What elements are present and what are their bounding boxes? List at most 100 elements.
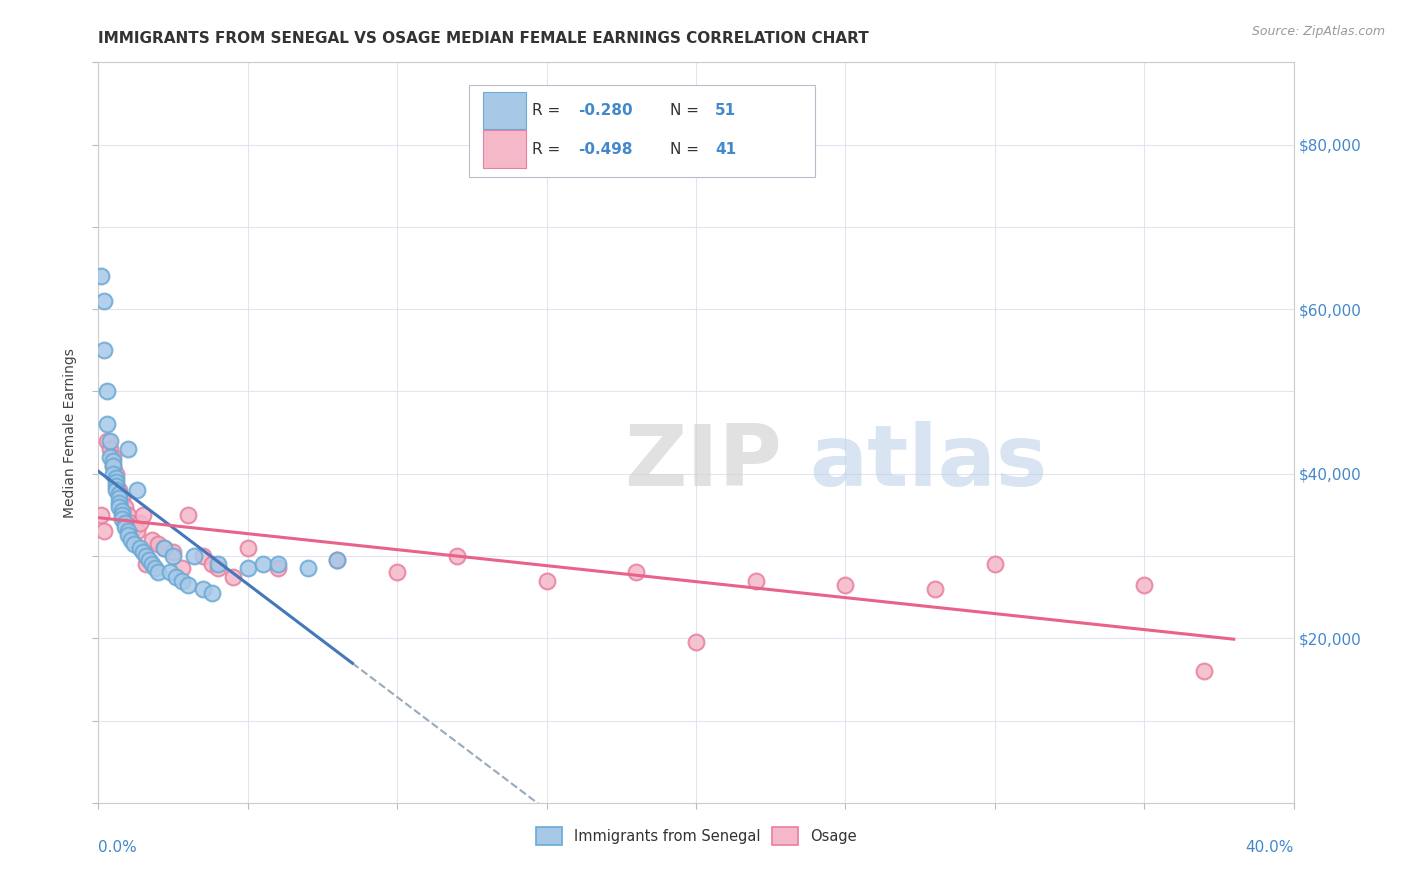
- Osage: [172, 561, 194, 575]
- Osage: [90, 508, 112, 522]
- Osage: [141, 533, 163, 547]
- Immigrants from Senegal: [129, 541, 152, 555]
- Osage: [1133, 578, 1156, 592]
- Osage: [745, 574, 768, 588]
- Text: -0.498: -0.498: [578, 142, 633, 157]
- Osage: [98, 442, 122, 456]
- Osage: [103, 458, 125, 473]
- Text: R =: R =: [533, 142, 565, 157]
- Immigrants from Senegal: [138, 553, 160, 567]
- Osage: [162, 545, 184, 559]
- Immigrants from Senegal: [177, 578, 200, 592]
- Osage: [111, 491, 134, 506]
- Osage: [222, 569, 245, 583]
- Osage: [326, 553, 349, 567]
- Immigrants from Senegal: [236, 561, 259, 575]
- Immigrants from Senegal: [165, 569, 187, 583]
- Text: 51: 51: [716, 103, 737, 118]
- Immigrants from Senegal: [162, 549, 184, 563]
- Osage: [135, 558, 157, 572]
- Osage: [120, 516, 142, 530]
- Osage: [924, 582, 946, 596]
- Text: atlas: atlas: [810, 421, 1047, 504]
- Immigrants from Senegal: [111, 504, 134, 518]
- Immigrants from Senegal: [105, 471, 128, 485]
- Osage: [536, 574, 558, 588]
- Osage: [1192, 664, 1215, 678]
- Immigrants from Senegal: [111, 508, 134, 522]
- Immigrants from Senegal: [105, 475, 128, 489]
- Immigrants from Senegal: [98, 450, 122, 465]
- Osage: [117, 508, 139, 522]
- Immigrants from Senegal: [111, 512, 134, 526]
- Immigrants from Senegal: [103, 454, 125, 468]
- Osage: [385, 566, 409, 580]
- Osage: [685, 635, 707, 649]
- Immigrants from Senegal: [124, 536, 146, 550]
- Osage: [191, 549, 214, 563]
- Immigrants from Senegal: [183, 549, 205, 563]
- Text: 41: 41: [716, 142, 737, 157]
- Osage: [177, 508, 200, 522]
- Y-axis label: Median Female Earnings: Median Female Earnings: [63, 348, 77, 517]
- Text: Source: ZipAtlas.com: Source: ZipAtlas.com: [1251, 25, 1385, 38]
- Text: 0.0%: 0.0%: [98, 840, 138, 855]
- Immigrants from Senegal: [93, 293, 115, 308]
- Osage: [207, 561, 229, 575]
- Immigrants from Senegal: [267, 558, 290, 572]
- Immigrants from Senegal: [132, 545, 155, 559]
- Immigrants from Senegal: [117, 524, 139, 539]
- Immigrants from Senegal: [98, 434, 122, 448]
- Immigrants from Senegal: [297, 561, 319, 575]
- Text: -0.280: -0.280: [578, 103, 633, 118]
- Osage: [105, 467, 128, 481]
- Immigrants from Senegal: [148, 566, 170, 580]
- Text: IMMIGRANTS FROM SENEGAL VS OSAGE MEDIAN FEMALE EARNINGS CORRELATION CHART: IMMIGRANTS FROM SENEGAL VS OSAGE MEDIAN …: [98, 31, 869, 46]
- Immigrants from Senegal: [90, 269, 112, 284]
- Immigrants from Senegal: [108, 487, 131, 501]
- Osage: [626, 566, 648, 580]
- Osage: [129, 516, 152, 530]
- Immigrants from Senegal: [252, 558, 274, 572]
- Immigrants from Senegal: [108, 491, 131, 506]
- Osage: [127, 524, 149, 539]
- Text: N =: N =: [669, 142, 703, 157]
- Text: 40.0%: 40.0%: [1246, 840, 1294, 855]
- Osage: [267, 561, 290, 575]
- Immigrants from Senegal: [141, 558, 163, 572]
- Text: ZIP: ZIP: [624, 421, 782, 504]
- FancyBboxPatch shape: [484, 92, 526, 129]
- Osage: [124, 520, 146, 534]
- Osage: [446, 549, 468, 563]
- Immigrants from Senegal: [120, 533, 142, 547]
- Immigrants from Senegal: [143, 561, 166, 575]
- Osage: [236, 541, 259, 555]
- Immigrants from Senegal: [105, 479, 128, 493]
- Immigrants from Senegal: [105, 483, 128, 498]
- Immigrants from Senegal: [96, 384, 118, 399]
- Immigrants from Senegal: [127, 483, 149, 498]
- Immigrants from Senegal: [108, 495, 131, 509]
- Osage: [96, 434, 118, 448]
- Immigrants from Senegal: [103, 467, 125, 481]
- Immigrants from Senegal: [114, 520, 136, 534]
- FancyBboxPatch shape: [470, 85, 815, 178]
- Immigrants from Senegal: [326, 553, 349, 567]
- Immigrants from Senegal: [135, 549, 157, 563]
- Text: R =: R =: [533, 103, 565, 118]
- Osage: [132, 508, 155, 522]
- Immigrants from Senegal: [201, 586, 224, 600]
- Text: N =: N =: [669, 103, 703, 118]
- Osage: [834, 578, 856, 592]
- Osage: [201, 558, 224, 572]
- Osage: [103, 450, 125, 465]
- Osage: [153, 541, 176, 555]
- Immigrants from Senegal: [117, 528, 139, 542]
- Immigrants from Senegal: [103, 458, 125, 473]
- Osage: [108, 483, 131, 498]
- Immigrants from Senegal: [117, 442, 139, 456]
- Immigrants from Senegal: [159, 566, 181, 580]
- Osage: [93, 524, 115, 539]
- Osage: [114, 500, 136, 514]
- Immigrants from Senegal: [96, 417, 118, 432]
